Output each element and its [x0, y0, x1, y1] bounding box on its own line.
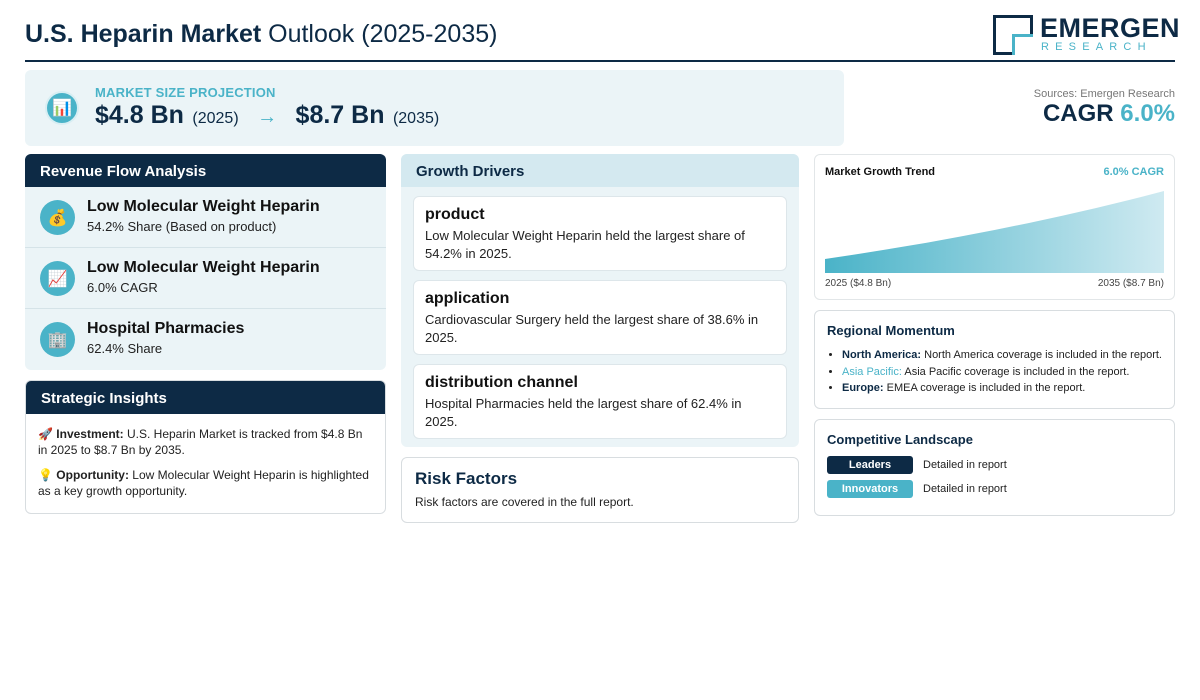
region-text: North America coverage is included in th… [924, 349, 1162, 361]
title-bold: U.S. Heparin Market [25, 20, 262, 48]
region-item: North America: North America coverage is… [842, 347, 1162, 364]
regional-momentum-title: Regional Momentum [827, 323, 955, 338]
competitive-row: Innovators Detailed in report [827, 480, 1162, 498]
competitive-landscape-title: Competitive Landscape [827, 432, 973, 447]
growth-drivers-heading: Growth Drivers [401, 154, 799, 187]
driver-title: product [425, 206, 485, 223]
risk-factors-panel: Risk Factors Risk factors are covered in… [401, 457, 799, 523]
logo-name: EMERGEN [1040, 13, 1181, 43]
market-growth-trend-panel: Market Growth Trend 6.0% CAGR 2025 ($4.8… [814, 154, 1175, 300]
trend-chart [825, 191, 1164, 273]
end-value: $8.7 Bn [295, 101, 385, 129]
cagr-summary: CAGR 6.0% [1043, 100, 1175, 128]
page-title: U.S. Heparin Market Outlook (2025-2035) [25, 20, 497, 49]
investment-insight: 🚀 Investment: U.S. Heparin Market is tra… [38, 426, 373, 458]
revenue-item-sub: 62.4% Share [87, 341, 163, 356]
region-item: Asia Pacific: Asia Pacific coverage is i… [842, 364, 1162, 381]
risk-factors-title: Risk Factors [415, 469, 518, 488]
driver-text: Hospital Pharmacies held the largest sha… [425, 396, 742, 429]
opportunity-insight: 💡 Opportunity: Low Molecular Weight Hepa… [38, 467, 373, 499]
revenue-flow-panel: Revenue Flow Analysis 💰 Low Molecular We… [25, 154, 386, 370]
projection-values: $4.8 Bn (2025) → $8.7 Bn (2035) [95, 101, 439, 130]
arrow-right-icon: → [257, 106, 278, 128]
investment-text: U.S. Heparin Market is tracked from $4.8… [38, 427, 363, 457]
revenue-item: 💰 Low Molecular Weight Heparin 54.2% Sha… [25, 187, 386, 248]
region-item: Europe: EMEA coverage is included in the… [842, 380, 1162, 397]
strategic-insights-body: 🚀 Investment: U.S. Heparin Market is tra… [26, 414, 385, 499]
end-year: (2035) [392, 110, 440, 127]
innovators-badge: Innovators [827, 480, 913, 498]
competitive-landscape-panel: Competitive Landscape Leaders Detailed i… [814, 419, 1175, 516]
driver-card: product Low Molecular Weight Heparin hel… [413, 196, 787, 271]
trend-chart-icon: 📈 [40, 261, 75, 296]
title-light: Outlook (2025-2035) [268, 20, 498, 48]
driver-card: distribution channel Hospital Pharmacies… [413, 364, 787, 439]
driver-text: Low Molecular Weight Heparin held the la… [425, 228, 745, 261]
revenue-flow-heading: Revenue Flow Analysis [25, 154, 386, 187]
region-label: Asia Pacific: [842, 365, 902, 378]
page-header: U.S. Heparin Market Outlook (2025-2035) … [25, 12, 1180, 62]
start-year: (2025) [192, 110, 239, 127]
sources-note: Sources: Emergen Research [1033, 88, 1175, 100]
driver-text: Cardiovascular Surgery held the largest … [425, 312, 759, 345]
projection-label: MARKET SIZE PROJECTION [95, 85, 276, 100]
chart-start-label: 2025 ($4.8 Bn) [825, 278, 892, 289]
revenue-item-title: Hospital Pharmacies [87, 320, 245, 337]
risk-factors-text: Risk factors are covered in the full rep… [415, 495, 634, 509]
revenue-item-sub: 54.2% Share (Based on product) [87, 219, 277, 234]
investment-label: Investment: [56, 427, 124, 441]
strategic-insights-heading: Strategic Insights [26, 381, 385, 414]
cagr-label: CAGR [1042, 100, 1114, 127]
opportunity-text: Low Molecular Weight Heparin is highligh… [38, 468, 369, 498]
revenue-item-sub: 6.0% CAGR [87, 280, 158, 295]
opportunity-label: Opportunity: [56, 468, 129, 482]
logo-mark-icon [993, 15, 1033, 55]
revenue-item-title: Low Molecular Weight Heparin [87, 198, 320, 215]
competitive-text: Detailed in report [923, 483, 1007, 495]
leaders-badge: Leaders [827, 456, 913, 474]
strategic-insights-panel: Strategic Insights 🚀 Investment: U.S. He… [25, 380, 386, 514]
emergen-logo: EMERGEN RESEARCH [993, 13, 1180, 57]
driver-title: application [425, 290, 510, 307]
region-list: North America: North America coverage is… [827, 347, 1162, 397]
revenue-item: 🏢 Hospital Pharmacies 62.4% Share [25, 309, 386, 370]
rocket-icon: 🚀 [38, 427, 53, 441]
growth-drivers-panel: Growth Drivers product Low Molecular Wei… [401, 154, 799, 447]
start-value: $4.8 Bn [95, 101, 184, 129]
revenue-item: 📈 Low Molecular Weight Heparin 6.0% CAGR [25, 248, 386, 309]
chart-end-label: 2035 ($8.7 Bn) [1097, 278, 1164, 289]
revenue-item-title: Low Molecular Weight Heparin [87, 259, 320, 276]
trend-area-series [825, 191, 1164, 273]
competitive-row: Leaders Detailed in report [827, 456, 1162, 474]
lightbulb-icon: 💡 [38, 468, 53, 482]
region-label: North America: [842, 349, 922, 361]
bar-chart-icon: 📊 [45, 91, 79, 125]
market-size-projection: 📊 MARKET SIZE PROJECTION $4.8 Bn (2025) … [25, 70, 844, 146]
region-label: Europe: [842, 382, 884, 394]
logo-subtitle: RESEARCH [1041, 41, 1152, 53]
regional-momentum-panel: Regional Momentum North America: North A… [814, 310, 1175, 409]
driver-title: distribution channel [425, 374, 578, 391]
money-bag-icon: 💰 [40, 200, 75, 235]
region-text: Asia Pacific coverage is included in the… [904, 365, 1130, 378]
region-text: EMEA coverage is included in the report. [886, 382, 1086, 394]
hospital-icon: 🏢 [40, 322, 75, 357]
driver-card: application Cardiovascular Surgery held … [413, 280, 787, 355]
chart-cagr-label: 6.0% CAGR [1103, 166, 1164, 178]
competitive-text: Detailed in report [923, 459, 1007, 471]
cagr-value: 6.0% [1120, 100, 1175, 127]
chart-title: Market Growth Trend [825, 166, 936, 178]
